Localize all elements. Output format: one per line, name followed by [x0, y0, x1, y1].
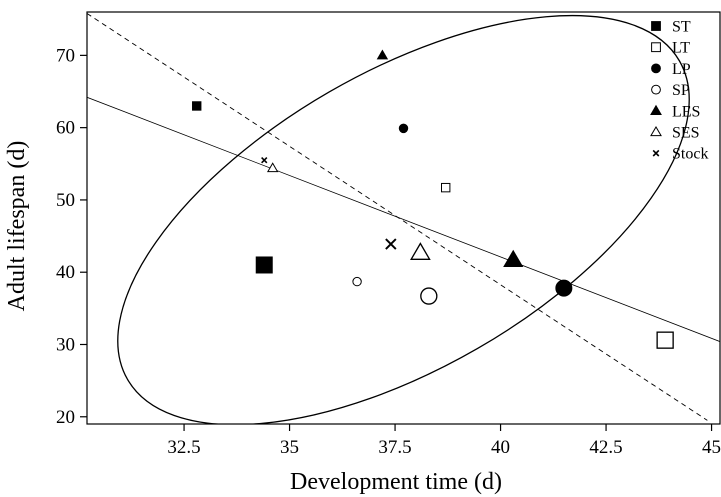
solid-regression-line [87, 96, 720, 342]
point-lt-large [656, 331, 674, 349]
legend: ST LT LP SP LES SES Stock [650, 19, 708, 163]
x-tick-label: 32.5 [167, 437, 200, 458]
y-tick-label: 20 [56, 407, 75, 428]
plot-content [87, 13, 720, 424]
legend-marker-ses [650, 125, 662, 137]
plot-frame [86, 11, 721, 425]
x-tick-label: 40 [491, 437, 510, 458]
legend-marker-sp [651, 84, 661, 95]
legend-marker-lp [651, 63, 661, 74]
x-tick-label: 42.5 [589, 437, 622, 458]
legend-marker-lt [651, 42, 661, 53]
point-lt-small [441, 182, 451, 193]
x-tick-label: 37.5 [378, 437, 411, 458]
y-tick-label: 50 [56, 190, 75, 211]
point-lp-large [555, 279, 573, 297]
point-stock-large [385, 238, 397, 250]
x-tick-label: 45 [702, 437, 721, 458]
y-tick-label: 60 [56, 118, 75, 139]
point-les-large [503, 249, 524, 268]
point-lp-small [398, 123, 409, 134]
y-tick-label: 30 [56, 334, 75, 355]
point-stock-small [261, 157, 268, 164]
y-tick-label: 40 [56, 262, 75, 283]
dashed-regression-line [87, 13, 708, 421]
legend-label: ST [672, 19, 691, 36]
legend-marker-les [650, 104, 662, 115]
point-sp-large [420, 287, 438, 305]
confidence-ellipse [117, 14, 690, 424]
legend-label: Stock [672, 146, 708, 163]
point-st-large [255, 256, 273, 274]
y-axis-label: Adult lifespan (d) [4, 141, 30, 312]
legend-marker-st [651, 21, 661, 31]
legend-label: SES [672, 125, 700, 142]
point-ses-large [410, 242, 431, 260]
legend-label: SP [672, 82, 690, 99]
x-axis-label: Development time (d) [290, 469, 502, 495]
point-ses-small [266, 162, 279, 173]
x-tick-label: 35 [280, 437, 299, 458]
legend-marker-stock [652, 149, 660, 157]
legend-label: LT [672, 40, 690, 57]
point-st-small [192, 101, 202, 111]
legend-label: LP [672, 61, 691, 78]
point-les-small [376, 49, 389, 60]
point-sp-small [352, 276, 362, 287]
legend-label: LES [672, 103, 700, 120]
ticks-layer: 32.5 35 37.5 40 42.5 45 20 30 40 50 60 70 [56, 45, 721, 458]
y-tick-label: 70 [56, 45, 75, 66]
